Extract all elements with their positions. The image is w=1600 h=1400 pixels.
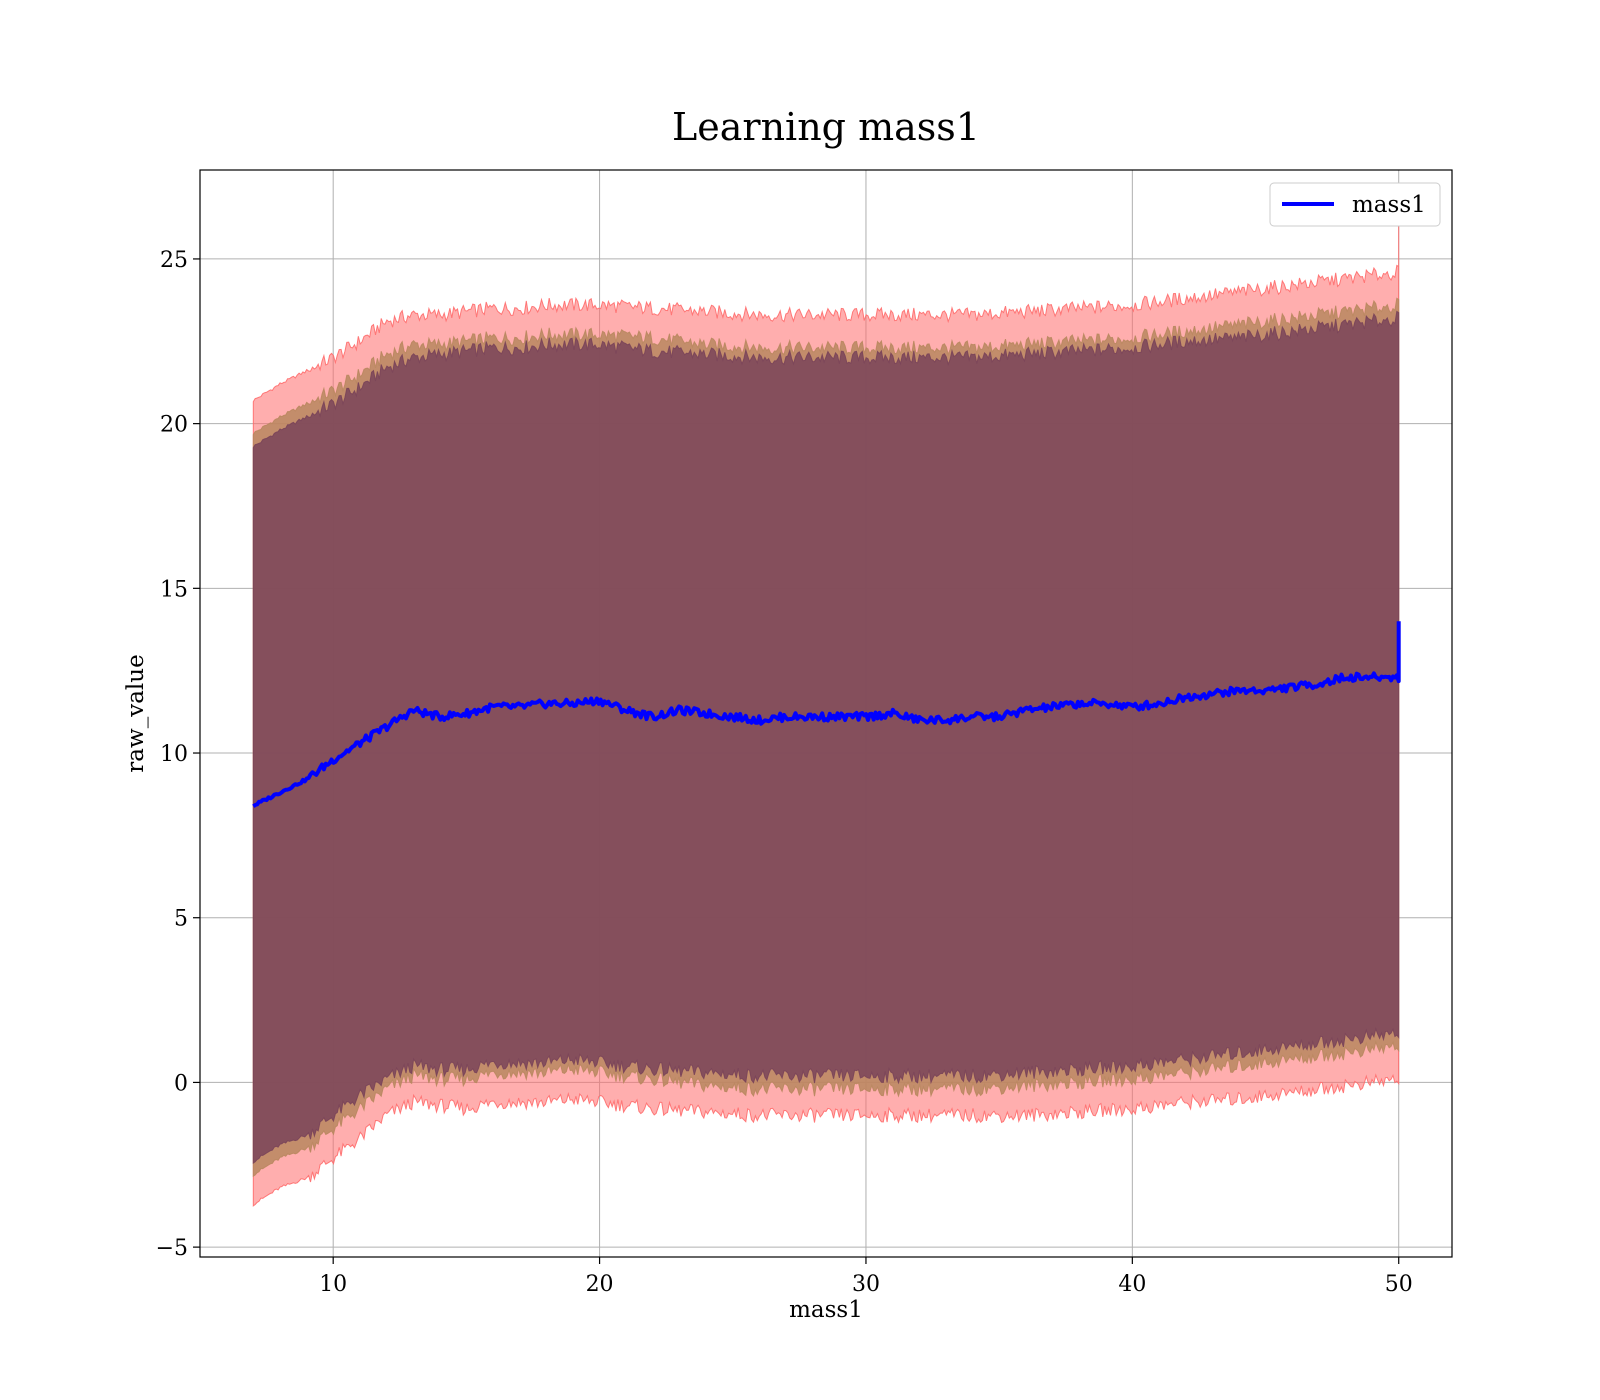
band-inner — [252, 310, 1400, 1164]
y-tick-label: 0 — [174, 1071, 188, 1096]
axis-ticks: 10 20 30 40 50 −5 0 5 10 15 20 25 — [156, 248, 1413, 1297]
axes-frame — [199, 169, 1453, 1258]
y-tick-label: 25 — [160, 248, 188, 273]
x-tick-label: 40 — [1118, 1272, 1146, 1297]
y-tick-label: 5 — [174, 907, 188, 932]
x-tick-label: 20 — [586, 1272, 614, 1297]
series-lines — [252, 621, 1401, 808]
chart-title: Learning mass1 — [672, 105, 980, 149]
legend-box — [1269, 182, 1441, 227]
x-tick-label: 30 — [852, 1272, 880, 1297]
y-tick-label: 10 — [160, 742, 188, 767]
legend-label-mass1: mass1 — [1352, 192, 1426, 218]
series-line-mass1 — [252, 621, 1401, 808]
legend: mass1 — [1269, 182, 1441, 227]
y-axis-label: raw_value — [123, 654, 149, 772]
x-axis-label: mass1 — [789, 1297, 863, 1323]
y-tick-label: 15 — [160, 577, 188, 602]
x-tick-label: 10 — [319, 1272, 347, 1297]
y-tick-label: 20 — [160, 413, 188, 438]
confidence-bands — [252, 219, 1400, 1207]
x-tick-label: 50 — [1385, 1272, 1413, 1297]
y-tick-label: −5 — [156, 1236, 188, 1261]
